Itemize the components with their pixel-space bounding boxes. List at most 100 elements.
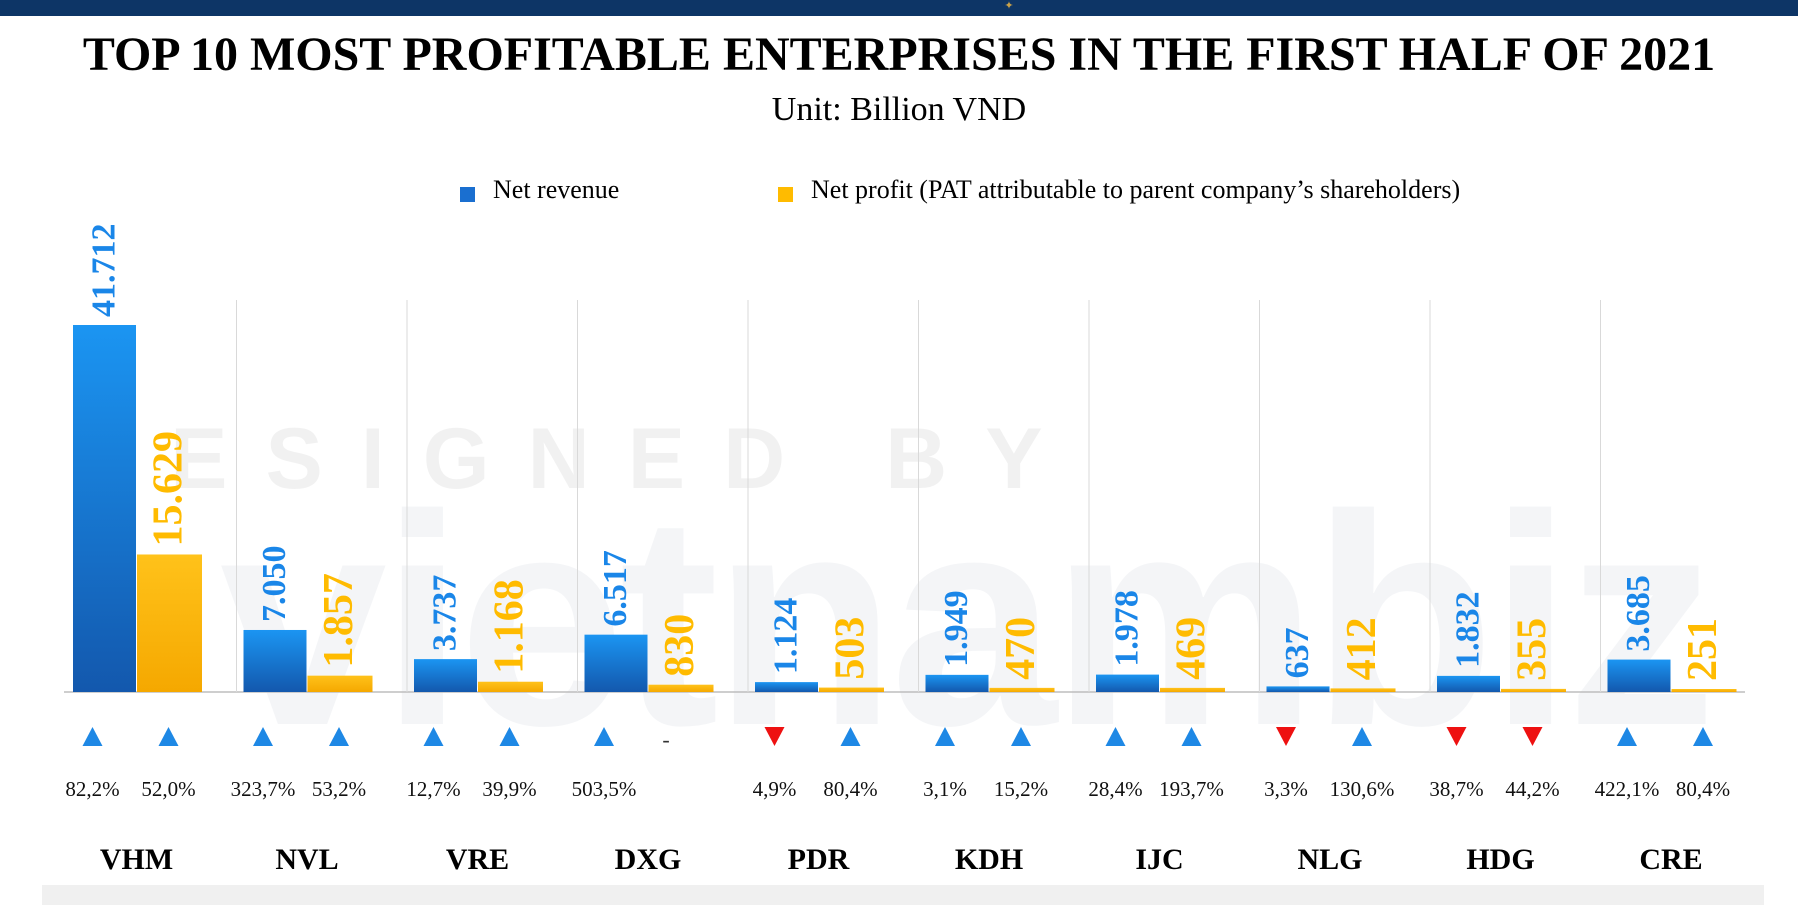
arrow-down-icon xyxy=(1446,727,1467,746)
watermark-designed-by: DESIGNED BY xyxy=(70,411,1081,507)
change-revenue-ijc: 28,4% xyxy=(1088,777,1142,801)
category-label-kdh: KDH xyxy=(955,843,1023,876)
arrow-up-icon xyxy=(1617,727,1637,746)
label-profit-nlg: 412 xyxy=(1339,617,1385,680)
bar-revenue-vre xyxy=(414,659,477,692)
change-profit-vre: 39,9% xyxy=(482,777,536,801)
bar-profit-vhm xyxy=(137,554,202,692)
bar-chart: 41.712 15.629 7.050 1.857 3.737 1.168 6.517 830… xyxy=(64,224,1745,876)
label-profit-dxg: 830 xyxy=(657,614,703,677)
change-profit-nlg: 130,6% xyxy=(1330,777,1395,801)
arrow-down-icon xyxy=(1276,727,1296,746)
watermark-logo: vietnambiz xyxy=(220,452,1716,788)
arrow-up-icon xyxy=(253,727,273,746)
arrow-up-icon xyxy=(1693,727,1713,746)
label-profit-vre: 1.168 xyxy=(487,579,533,674)
bar-profit-hdg xyxy=(1501,688,1566,692)
legend-swatch-revenue xyxy=(460,186,475,202)
category-label-nvl: NVL xyxy=(275,843,338,876)
change-revenue-hdg: 38,7% xyxy=(1429,777,1483,801)
bar-revenue-hdg xyxy=(1437,675,1500,692)
legend-label-revenue: Net revenue xyxy=(493,175,620,204)
bar-revenue-kdh xyxy=(925,674,989,692)
label-revenue-nlg: 637 xyxy=(1279,627,1316,678)
label-revenue-nvl: 7.050 xyxy=(256,545,293,622)
arrow-up-icon xyxy=(1105,727,1126,746)
label-profit-cre: 251 xyxy=(1680,618,1726,681)
arrow-up-icon xyxy=(423,727,444,746)
category-label-hdg: HDG xyxy=(1466,843,1534,876)
change-profit-pdr: 80,4% xyxy=(823,777,877,801)
change-profit-nvl: 53,2% xyxy=(312,777,366,801)
change-profit-kdh: 15,2% xyxy=(994,777,1048,801)
label-profit-nvl: 1.857 xyxy=(316,573,362,668)
arrow-down-icon xyxy=(764,727,785,746)
label-profit-kdh: 470 xyxy=(998,617,1044,680)
category-label-nlg: NLG xyxy=(1297,843,1362,876)
change-profit-vhm: 52,0% xyxy=(141,777,195,801)
bar-revenue-pdr xyxy=(755,682,818,692)
bar-revenue-vhm xyxy=(73,325,136,692)
bar-profit-vre xyxy=(478,681,543,692)
change-revenue-pdr: 4,9% xyxy=(753,777,797,801)
label-profit-pdr: 503 xyxy=(828,617,874,680)
legend-label-profit: Net profit (PAT attributable to parent c… xyxy=(811,175,1461,204)
arrow-up-icon xyxy=(1181,727,1202,746)
change-revenue-vre: 12,7% xyxy=(406,777,460,801)
category-label-vre: VRE xyxy=(446,843,509,876)
arrow-up-icon xyxy=(935,727,955,746)
arrow-up-icon xyxy=(499,727,520,746)
label-revenue-pdr: 1.124 xyxy=(768,598,805,675)
label-revenue-hdg: 1.832 xyxy=(1450,591,1487,668)
bar-revenue-nvl xyxy=(243,629,307,692)
bar-profit-kdh xyxy=(989,687,1055,692)
footer-band xyxy=(42,885,1764,905)
arrow-up-icon xyxy=(594,727,614,746)
category-label-pdr: PDR xyxy=(788,843,850,876)
change-revenue-dxg: 503,5% xyxy=(572,777,637,801)
change-profit-hdg: 44,2% xyxy=(1505,777,1559,801)
label-revenue-vre: 3.737 xyxy=(427,575,464,652)
arrow-up-icon xyxy=(1011,727,1031,746)
label-profit-ijc: 469 xyxy=(1169,617,1215,680)
change-revenue-nlg: 3,3% xyxy=(1264,777,1308,801)
label-revenue-dxg: 6.517 xyxy=(597,550,634,627)
label-revenue-ijc: 1.978 xyxy=(1109,590,1146,667)
bar-profit-pdr xyxy=(819,687,884,692)
legend-item-revenue: Net revenue xyxy=(460,170,619,210)
arrow-down-icon xyxy=(1522,727,1543,746)
change-profit-ijc: 193,7% xyxy=(1159,777,1224,801)
legend-swatch-profit xyxy=(778,186,793,202)
bar-revenue-cre xyxy=(1607,659,1671,692)
top-header-bar: ✦ xyxy=(0,0,1798,16)
change-profit-cre: 80,4% xyxy=(1676,777,1730,801)
change-revenue-vhm: 82,2% xyxy=(65,777,119,801)
change-revenue-kdh: 3,1% xyxy=(923,777,967,801)
bar-profit-ijc xyxy=(1160,687,1225,692)
change-revenue-nvl: 323,7% xyxy=(231,777,296,801)
arrow-up-icon xyxy=(329,727,349,746)
change-revenue-cre: 422,1% xyxy=(1595,777,1660,801)
label-revenue-kdh: 1.949 xyxy=(938,590,975,667)
category-label-ijc: IJC xyxy=(1135,843,1183,876)
arrow-up-icon xyxy=(1352,727,1372,746)
chart-legend: Net revenue Net profit (PAT attributable… xyxy=(0,170,1798,210)
arrow-up-icon xyxy=(158,727,179,746)
bar-revenue-dxg xyxy=(584,634,648,692)
bar-profit-nvl xyxy=(307,675,373,692)
arrow-up-icon xyxy=(840,727,861,746)
label-profit-vhm: 15.629 xyxy=(146,431,192,547)
header-ornament-icon: ✦ xyxy=(1004,0,1014,12)
chart-title: TOP 10 MOST PROFITABLE ENTERPRISES IN TH… xyxy=(82,28,1716,81)
bar-revenue-ijc xyxy=(1096,674,1159,692)
bar-revenue-nlg xyxy=(1266,686,1330,692)
arrow-up-icon xyxy=(82,727,103,746)
category-label-vhm: VHM xyxy=(100,843,173,876)
category-label-dxg: DXG xyxy=(615,843,682,876)
legend-item-profit: Net profit (PAT attributable to parent c… xyxy=(778,170,1460,210)
bar-profit-nlg xyxy=(1330,688,1396,692)
category-label-cre: CRE xyxy=(1639,843,1702,876)
no-change-mark: - xyxy=(662,727,669,752)
label-profit-hdg: 355 xyxy=(1510,618,1556,681)
bar-profit-dxg xyxy=(648,684,714,692)
